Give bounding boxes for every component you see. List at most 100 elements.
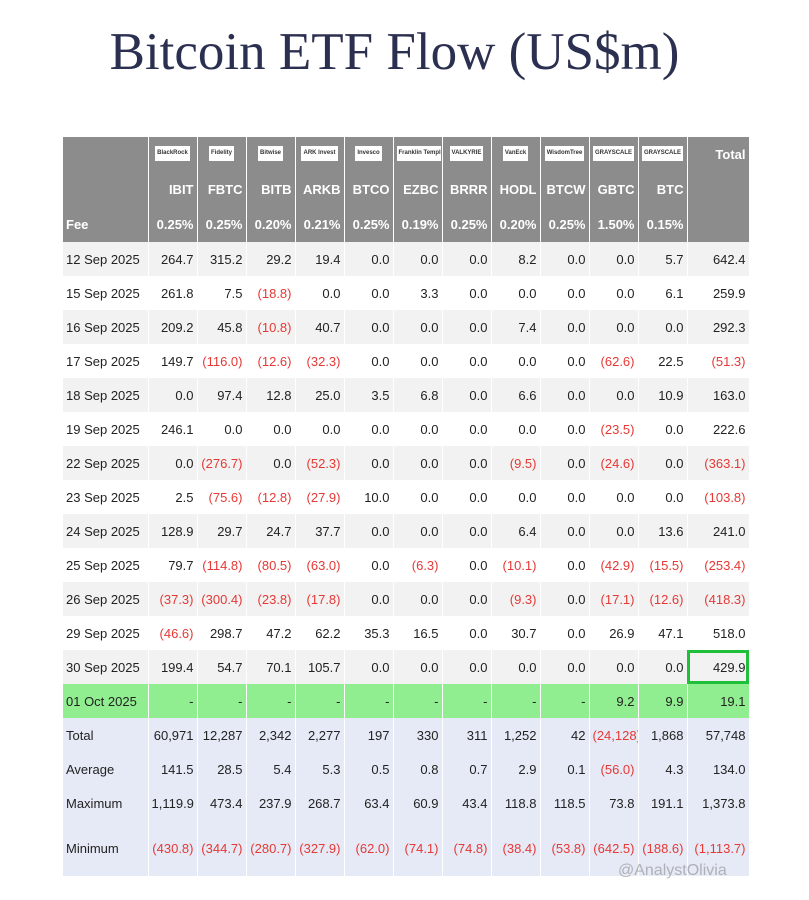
cell: 0.7 [442, 752, 492, 786]
cell: (42.9) [589, 548, 639, 582]
cell: - [295, 684, 345, 718]
cell: 35.3 [344, 616, 394, 650]
row-label: 15 Sep 2025 [63, 276, 149, 310]
cell: 5.4 [246, 752, 296, 786]
issuer-logo: Invesco [355, 145, 382, 161]
cell: 0.0 [442, 310, 492, 344]
cell: (276.7) [197, 446, 247, 480]
row-label: 26 Sep 2025 [63, 582, 149, 616]
cell: (24,128) [589, 718, 639, 752]
cell: 0.0 [393, 480, 443, 514]
cell: 13.6 [638, 514, 688, 548]
cell: 1,252 [491, 718, 541, 752]
cell: - [540, 684, 590, 718]
cell [687, 207, 750, 242]
cell: 0.0 [246, 446, 296, 480]
cell: 0.15% [638, 207, 688, 242]
cell: (430.8) [148, 820, 198, 876]
row-label: 25 Sep 2025 [63, 548, 149, 582]
issuer-logo: Franklin Templeton [396, 145, 441, 161]
cell: (80.5) [246, 548, 296, 582]
cell: 118.5 [540, 786, 590, 820]
cell: 264.7 [148, 242, 198, 276]
cell: 0.0 [344, 310, 394, 344]
cell: 0.0 [393, 446, 443, 480]
cell: 0.20% [491, 207, 541, 242]
cell: 0.0 [295, 276, 345, 310]
ticker: BRRR [442, 172, 492, 207]
ticker: IBIT [148, 172, 198, 207]
cell: 24.7 [246, 514, 296, 548]
table-row: 19 Sep 2025 246.1 0.0 0.0 0.0 0.0 0.0 0.0 0.0 0.0… [63, 412, 750, 446]
cell: 0.0 [491, 344, 541, 378]
cell: (38.4) [491, 820, 541, 876]
row-label: 18 Sep 2025 [63, 378, 149, 412]
cell: 73.8 [589, 786, 639, 820]
cell: 0.0 [344, 412, 394, 446]
cell: 0.0 [442, 242, 492, 276]
cell: (37.3) [148, 582, 198, 616]
cell: 0.0 [344, 548, 394, 582]
cell: 259.9 [687, 276, 750, 310]
table-row: 15 Sep 2025 261.8 7.5 (18.8) 0.0 0.0 3.3 0.0 0.0… [63, 276, 750, 310]
logo-cell: Franklin Templeton [393, 137, 443, 172]
row-label: Minimum [63, 820, 149, 876]
cell: 0.0 [638, 412, 688, 446]
cell: 311 [442, 718, 492, 752]
cell: 241.0 [687, 514, 750, 548]
logo-cell: GRAYSCALE [638, 137, 688, 172]
logo-cell: Fidelity [197, 137, 247, 172]
cell: (103.8) [687, 480, 750, 514]
issuer-logo: Bitwise [257, 145, 283, 161]
table-row: Minimum (430.8) (344.7) (280.7) (327.9) (62.0… [63, 820, 750, 876]
row-label: 17 Sep 2025 [63, 344, 149, 378]
cell: (53.8) [540, 820, 590, 876]
row-label: 22 Sep 2025 [63, 446, 149, 480]
cell: 2.9 [491, 752, 541, 786]
cell: 0.25% [540, 207, 590, 242]
cell: 0.0 [589, 276, 639, 310]
cell: 0.0 [540, 514, 590, 548]
cell: (12.8) [246, 480, 296, 514]
table-row: 29 Sep 2025 (46.6) 298.7 47.2 62.2 35.3 16.5 0.… [63, 616, 750, 650]
cell: 0.0 [442, 378, 492, 412]
cell: (12.6) [246, 344, 296, 378]
cell: (24.6) [589, 446, 639, 480]
cell: 62.2 [295, 616, 345, 650]
cell: (116.0) [197, 344, 247, 378]
cell: 2.5 [148, 480, 198, 514]
ticker: ARKB [295, 172, 345, 207]
blank-cell [63, 137, 149, 172]
cell: 246.1 [148, 412, 198, 446]
row-label: 24 Sep 2025 [63, 514, 149, 548]
cell: (10.8) [246, 310, 296, 344]
issuer-logo: VALKYRIE [449, 145, 484, 161]
cell: 0.0 [148, 378, 198, 412]
cell: 6.1 [638, 276, 688, 310]
cell: 0.0 [344, 242, 394, 276]
logo-cell: Invesco [344, 137, 394, 172]
cell: 237.9 [246, 786, 296, 820]
cell: 0.0 [540, 276, 590, 310]
cell: (56.0) [589, 752, 639, 786]
issuer-logo: BlackRock [155, 145, 190, 161]
cell: 0.0 [344, 514, 394, 548]
row-label: Maximum [63, 786, 149, 820]
cell: 0.20% [246, 207, 296, 242]
cell: 57,748 [687, 718, 750, 752]
cell: 47.1 [638, 616, 688, 650]
cell: (9.3) [491, 582, 541, 616]
cell: 0.0 [638, 480, 688, 514]
cell: - [442, 684, 492, 718]
cell: 43.4 [442, 786, 492, 820]
cell: 6.8 [393, 378, 443, 412]
cell: (344.7) [197, 820, 247, 876]
cell: 0.0 [442, 344, 492, 378]
table-row: 22 Sep 2025 0.0 (276.7) 0.0 (52.3) 0.0 0.0 0.0(… [63, 446, 750, 480]
cell: 0.0 [491, 412, 541, 446]
cell: 0.0 [344, 582, 394, 616]
cell: 330 [393, 718, 443, 752]
cell: 0.0 [540, 548, 590, 582]
cell: (74.8) [442, 820, 492, 876]
cell: (51.3) [687, 344, 750, 378]
